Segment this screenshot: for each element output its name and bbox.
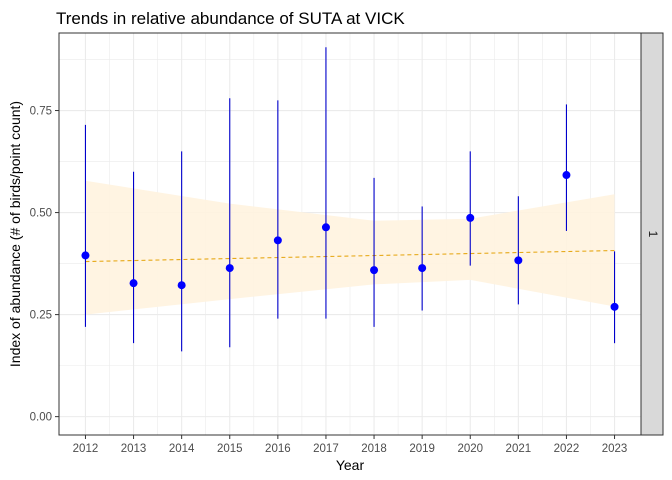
x-tick-label: 2020 bbox=[457, 443, 483, 455]
data-point bbox=[562, 171, 571, 180]
facet-strip-label: 1 bbox=[646, 231, 660, 238]
data-point bbox=[466, 213, 475, 222]
data-point bbox=[129, 279, 138, 288]
data-point bbox=[273, 236, 282, 245]
facet-strip bbox=[640, 32, 664, 436]
y-tick-label: 0.75 bbox=[30, 106, 52, 118]
x-tick-label: 2015 bbox=[217, 443, 243, 455]
y-tick-label: 0.25 bbox=[30, 310, 52, 322]
x-tick-label: 2017 bbox=[313, 443, 339, 455]
x-axis-ticks: 2012 2013 2014 2015 2016 2017 2018 2019 2020 2021… bbox=[73, 435, 628, 455]
x-tick-label: 2012 bbox=[73, 443, 99, 455]
data-point bbox=[610, 302, 619, 311]
data-point bbox=[321, 223, 330, 232]
data-point bbox=[225, 264, 234, 273]
trend-line bbox=[85, 249, 615, 263]
x-tick-label: 2023 bbox=[602, 443, 628, 455]
trend-confidence-band bbox=[85, 180, 615, 315]
chart-title: Trends in relative abundance of SUTA at … bbox=[56, 9, 405, 28]
x-tick-label: 2019 bbox=[409, 443, 435, 455]
data-point bbox=[514, 256, 523, 265]
y-axis-ticks: 0.00 0.25 0.50 0.75 bbox=[30, 106, 59, 424]
x-tick-label: 2013 bbox=[121, 443, 147, 455]
data-point bbox=[418, 264, 427, 273]
x-tick-label: 2022 bbox=[554, 443, 580, 455]
error-bars bbox=[84, 47, 616, 352]
y-tick-label: 0.50 bbox=[30, 208, 52, 220]
x-tick-label: 2016 bbox=[265, 443, 291, 455]
data-point bbox=[370, 266, 379, 275]
x-axis-title: Year bbox=[336, 457, 365, 473]
x-tick-label: 2021 bbox=[506, 443, 532, 455]
data-point bbox=[81, 251, 90, 260]
x-tick-label: 2018 bbox=[361, 443, 387, 455]
y-axis-title: Index of abundance (# of birds/point cou… bbox=[7, 101, 23, 367]
x-tick-label: 2014 bbox=[169, 443, 195, 455]
data-point bbox=[177, 281, 186, 290]
data-points bbox=[81, 171, 619, 311]
y-tick-label: 0.00 bbox=[30, 412, 52, 424]
